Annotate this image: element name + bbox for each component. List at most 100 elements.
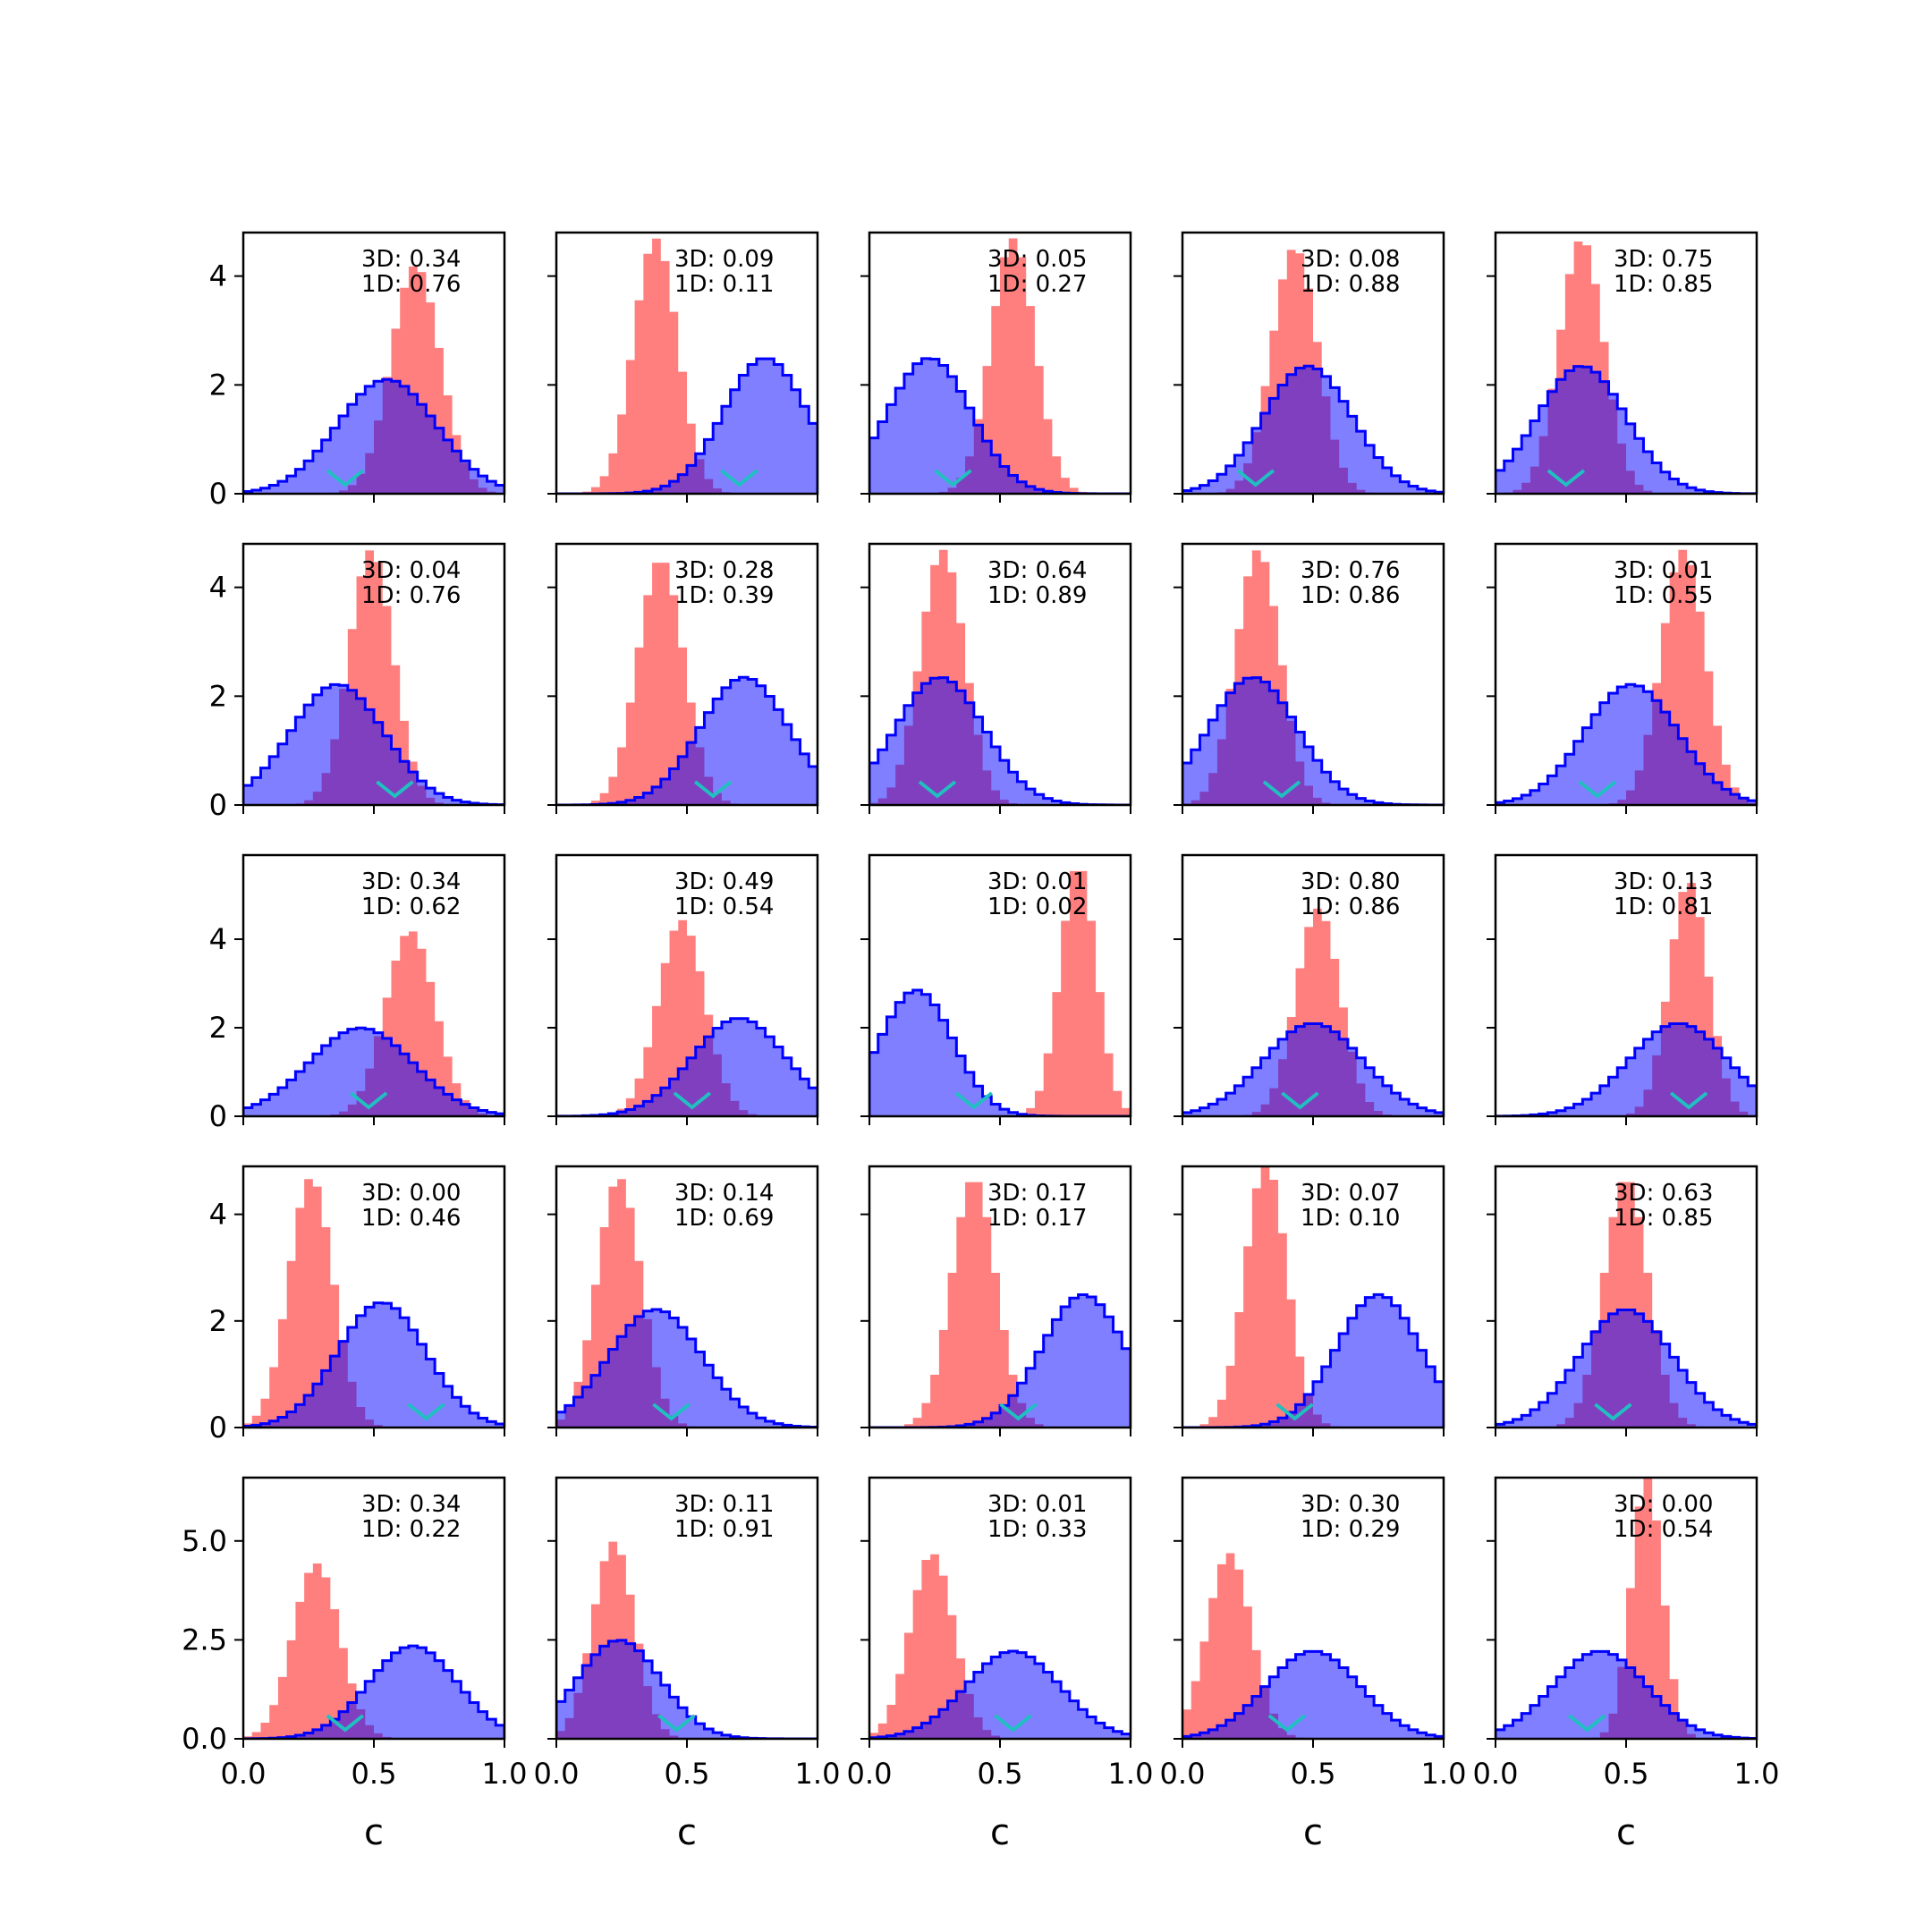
x-axis-label: c [1303, 1812, 1323, 1853]
marker-chevron [1578, 780, 1617, 799]
plot-area [1182, 250, 1444, 494]
score-1d-label: 1D: 0.54 [1614, 1516, 1713, 1543]
marker-chevron [673, 1091, 712, 1110]
red-histogram [556, 238, 818, 494]
score-1d-label: 1D: 0.85 [1614, 271, 1713, 298]
marker-chevron [1594, 1402, 1632, 1421]
red-histogram [1182, 908, 1444, 1116]
score-1d-label: 1D: 0.22 [361, 1516, 461, 1543]
x-tick-label: 0.0 [534, 1757, 580, 1791]
x-tick-label: 0.5 [352, 1757, 397, 1791]
score-1d-label: 1D: 0.39 [674, 582, 774, 609]
y-tick-label: 4 [209, 922, 227, 956]
marker-chevron [693, 780, 733, 799]
blue-histogram [243, 684, 504, 805]
red-histogram [869, 238, 1131, 494]
score-1d-label: 1D: 0.29 [1301, 1516, 1400, 1543]
blue-histogram [1182, 1294, 1444, 1428]
blue-histogram [243, 1028, 504, 1116]
marker-chevron [1236, 469, 1275, 487]
x-axis-label: c [1616, 1812, 1636, 1853]
plot-area [243, 550, 504, 805]
x-tick-label: 1.0 [1734, 1757, 1780, 1791]
score-3d-label: 3D: 0.34 [361, 1491, 461, 1518]
score-3d-label: 3D: 0.01 [987, 1491, 1087, 1518]
score-1d-label: 1D: 0.10 [1301, 1205, 1400, 1232]
marker-chevron [1267, 1714, 1307, 1733]
blue-histogram-outline [243, 1644, 504, 1739]
score-3d-label: 3D: 0.00 [361, 1180, 461, 1207]
x-tick-label: 0.0 [1473, 1757, 1519, 1791]
y-tick-label: 2 [209, 1304, 227, 1338]
score-1d-label: 1D: 0.81 [1614, 894, 1713, 920]
red-histogram [869, 1554, 1131, 1739]
blue-histogram [1182, 677, 1444, 805]
score-3d-label: 3D: 0.28 [674, 557, 774, 584]
marker-chevron [994, 1714, 1032, 1733]
score-3d-label: 3D: 0.00 [1614, 1491, 1713, 1518]
x-tick-label: 0.0 [221, 1757, 267, 1791]
score-1d-label: 1D: 0.88 [1301, 271, 1400, 298]
score-3d-label: 3D: 0.13 [1614, 869, 1713, 895]
blue-histogram [1182, 1023, 1444, 1116]
marker-chevron [1275, 1402, 1314, 1421]
marker-chevron [376, 780, 414, 799]
plot-area [556, 1179, 818, 1428]
marker-chevron [999, 1402, 1038, 1421]
score-1d-label: 1D: 0.86 [1301, 894, 1400, 920]
score-3d-label: 3D: 0.63 [1614, 1180, 1713, 1207]
score-1d-label: 1D: 0.85 [1614, 1205, 1713, 1232]
x-tick-label: 1.0 [795, 1757, 841, 1791]
score-3d-label: 3D: 0.64 [987, 557, 1087, 584]
score-1d-label: 1D: 0.62 [361, 894, 461, 920]
blue-histogram-outline [1496, 1021, 1757, 1116]
score-3d-label: 3D: 0.76 [1301, 557, 1400, 584]
blue-histogram [1182, 366, 1444, 494]
blue-histogram-outline [1496, 1649, 1757, 1739]
score-1d-label: 1D: 0.76 [361, 582, 461, 609]
blue-histogram [869, 990, 1131, 1116]
plot-area [1496, 241, 1757, 494]
score-3d-label: 3D: 0.30 [1301, 1491, 1400, 1518]
blue-histogram-outline [243, 1026, 504, 1116]
score-3d-label: 3D: 0.01 [1614, 557, 1713, 584]
blue-histogram-outline [1496, 365, 1757, 494]
x-tick-label: 1.0 [1108, 1757, 1154, 1791]
marker-chevron [1567, 1714, 1606, 1733]
y-tick-label: 4 [209, 1198, 227, 1232]
score-1d-label: 1D: 0.27 [987, 271, 1087, 298]
x-tick-label: 0.5 [665, 1757, 710, 1791]
blue-histogram [1182, 1651, 1444, 1739]
x-tick-label: 0.5 [978, 1757, 1023, 1791]
blue-histogram-outline [1182, 364, 1444, 494]
score-3d-label: 3D: 0.05 [987, 246, 1087, 273]
plot-area [1182, 1553, 1444, 1739]
red-histogram [556, 919, 818, 1116]
blue-histogram [1496, 1023, 1757, 1116]
x-tick-label: 1.0 [482, 1757, 528, 1791]
y-tick-label: 0 [209, 1411, 227, 1445]
score-1d-label: 1D: 0.46 [361, 1205, 461, 1232]
marker-chevron [720, 469, 758, 487]
y-tick-label: 2 [209, 1011, 227, 1045]
blue-histogram-outline [556, 1308, 818, 1428]
score-3d-label: 3D: 0.01 [987, 869, 1087, 895]
red-histogram [869, 870, 1131, 1116]
blue-histogram [1496, 366, 1757, 494]
marker-chevron [349, 1091, 388, 1110]
red-histogram [243, 1179, 504, 1428]
blue-histogram [243, 1646, 504, 1739]
marker-chevron [652, 1402, 691, 1421]
red-histogram [1182, 1166, 1444, 1428]
plot-area [243, 1179, 504, 1428]
score-1d-label: 1D: 0.17 [987, 1205, 1087, 1232]
